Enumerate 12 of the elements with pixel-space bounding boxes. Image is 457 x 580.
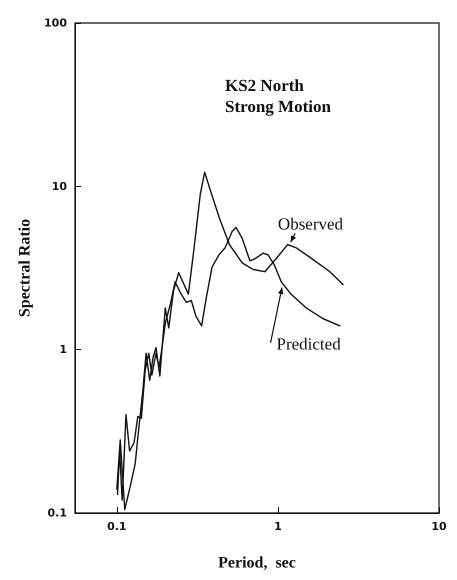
x-tick-label: 1 xyxy=(274,520,282,533)
x-axis-title: Period, sec xyxy=(218,554,296,572)
y-tick-label: 1 xyxy=(59,343,67,356)
y-tick-label: 10 xyxy=(52,180,68,193)
text: KS2 North Strong Motion xyxy=(225,76,332,116)
series-label: Observed xyxy=(278,214,344,234)
x-tick-label: 10 xyxy=(431,520,447,533)
y-axis-title: Spectral Ratio xyxy=(16,218,34,318)
x-tick-label: 0.1 xyxy=(107,520,127,533)
series-label: Predicted xyxy=(276,334,342,354)
y-tick-label: 100 xyxy=(44,16,68,30)
y-tick-label: 0.1 xyxy=(48,506,67,520)
